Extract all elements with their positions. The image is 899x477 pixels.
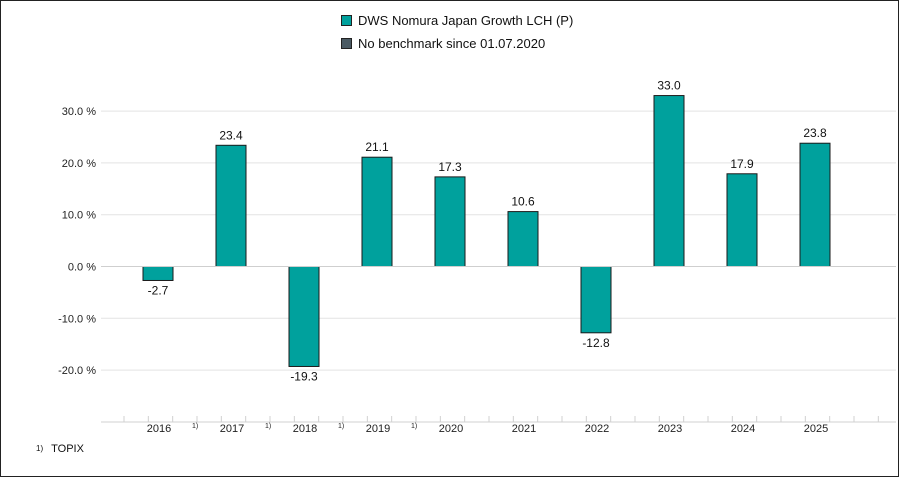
x-tick-footnote-marker: 1) <box>411 423 417 430</box>
y-tick-label: 30.0 % <box>62 106 96 118</box>
x-tick-label-2023: 2023 <box>658 423 682 435</box>
x-tick-footnote-marker: 1) <box>192 423 198 430</box>
legend-item-fund: DWS Nomura Japan Growth LCH (P) <box>341 10 573 30</box>
bar-2021 <box>507 211 539 267</box>
x-tick-label-2025: 2025 <box>804 423 828 435</box>
bar-2019 <box>361 156 393 267</box>
data-label-2022: -12.8 <box>582 336 610 350</box>
data-label-2018: -19.3 <box>290 369 318 383</box>
data-label-2019: 21.1 <box>365 140 389 154</box>
bar-2024 <box>726 173 758 267</box>
x-tick-label-2021: 2021 <box>512 423 536 435</box>
footnote: 1) TOPIX <box>36 443 84 455</box>
data-label-2025: 23.8 <box>803 126 827 140</box>
x-tick-label-2020: 2020 <box>439 423 463 435</box>
legend-label-fund: DWS Nomura Japan Growth LCH (P) <box>358 12 574 28</box>
x-tick-label-2024: 2024 <box>731 423 755 435</box>
legend: DWS Nomura Japan Growth LCH (P) No bench… <box>341 10 573 56</box>
x-tick-label-2019: 2019 <box>366 423 390 435</box>
data-label-2016: -2.7 <box>148 283 169 297</box>
x-tick-label-2022: 2022 <box>585 423 609 435</box>
bar-2018 <box>288 266 320 367</box>
x-tick-label-2018: 2018 <box>293 423 317 435</box>
data-label-2021: 10.6 <box>511 195 535 209</box>
x-tick-label-2017: 2017 <box>220 423 244 435</box>
legend-swatch-benchmark <box>341 37 352 49</box>
data-label-2017: 23.4 <box>219 128 243 142</box>
y-tick-label: 10.0 % <box>62 210 96 222</box>
data-label-2020: 17.3 <box>438 160 462 174</box>
bar-2022 <box>580 266 612 334</box>
y-tick-label: -10.0 % <box>58 313 96 325</box>
legend-swatch-fund <box>341 14 352 26</box>
bar-2017 <box>215 144 247 267</box>
data-label-2023: 33.0 <box>657 79 681 93</box>
bar-2025 <box>799 142 831 267</box>
x-tick-label-2016: 2016 <box>147 423 171 435</box>
footnote-marker: 1) <box>36 444 44 453</box>
x-tick-footnote-marker: 1) <box>265 423 271 430</box>
bar-2023 <box>653 95 685 267</box>
y-tick-label: -20.0 % <box>58 365 96 377</box>
bar-2016 <box>142 266 174 281</box>
footnote-text: TOPIX <box>51 443 84 455</box>
y-tick-label: 20.0 % <box>62 158 96 170</box>
y-tick-label: 0.0 % <box>68 262 96 274</box>
legend-label-benchmark: No benchmark since 01.07.2020 <box>358 35 546 51</box>
legend-item-benchmark: No benchmark since 01.07.2020 <box>341 33 573 53</box>
bar-2020 <box>434 176 466 267</box>
data-label-2024: 17.9 <box>730 157 754 171</box>
x-tick-footnote-marker: 1) <box>338 423 344 430</box>
